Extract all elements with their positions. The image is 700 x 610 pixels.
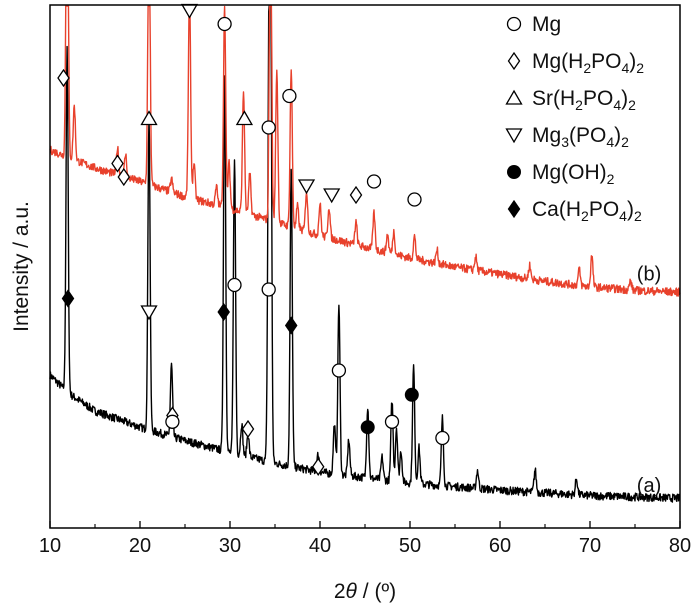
legend: Mg Mg(H2PO4)2 Sr(H2PO4)2 Mg3(PO4)2 Mg(OH)2 Ca… [505,13,644,224]
peak-marker-circle-open [282,88,297,104]
x-tick-label: 70 [579,535,601,557]
peak-marker-diamond-filled [217,302,230,322]
plot-area [50,5,680,528]
legend-label: Mg [532,13,561,36]
peak-marker-circle-open [435,430,450,446]
peak-marker-circle-open [331,363,347,378]
peak-marker-diamond-filled [284,316,298,335]
peak-marker-circle-filled [360,420,375,435]
peak-marker-circle-open [384,414,400,429]
x-axis-title-unit: / (º) [357,580,396,603]
legend-label: Mg(H2PO4)2 [532,50,644,76]
curve-label-a: (a) [637,475,661,497]
axes: 10 20 30 40 50 60 70 80 [39,4,691,557]
x-axis-title-prefix: 2 [334,580,346,603]
curve-label-b: (b) [637,264,661,286]
series-layer: (a) (b) [49,5,681,503]
x-axis-title: 2θ / (º) [334,580,396,603]
series-line-a [49,5,681,503]
peak-marker-triangle-down-open [323,188,341,204]
legend-label: Sr(H2PO4)2 [532,87,636,113]
x-axis-title-variable: θ [346,580,358,603]
legend-symbol-diamond-open [507,51,521,71]
y-axis-title: Intensity / a.u. [10,201,33,332]
legend-label: Mg(OH)2 [532,161,615,187]
plot-background [50,5,680,528]
x-tick-label: 40 [309,535,331,557]
peak-marker-triangle-down-open [297,179,316,195]
peak-marker-diamond-filled [61,289,75,308]
legend-symbol-triangle-down-open [505,128,523,144]
peak-marker-diamond-open [311,457,325,476]
legend-label: Mg3(PO4)2 [532,124,629,150]
x-tick-label: 30 [219,535,241,557]
peak-marker-triangle-down-open [140,305,158,321]
legend-label: Ca(H2PO4)2 [532,198,642,224]
peak-marker-circle-filled [404,387,419,402]
legend-symbol-circle-open [506,16,522,32]
peak-marker-circle-open [366,174,382,189]
peak-marker-circle-open [217,16,232,32]
peak-marker-diamond-open [111,154,124,173]
legend-symbol-diamond-filled [507,199,521,219]
x-tick-label: 10 [39,535,61,557]
peak-marker-circle-open [165,414,180,429]
peak-marker-diamond-open [349,185,363,205]
peak-marker-diamond-open [117,167,131,187]
peak-marker-triangle-up-open [140,110,158,126]
peak-marker-circle-open [261,282,276,297]
legend-symbol-circle-filled [507,165,521,179]
peak-marker-circle-open [227,277,242,293]
x-tick-label: 50 [399,535,421,557]
x-tick-label: 60 [489,535,511,557]
x-tick-label: 80 [669,535,691,557]
peak-marker-triangle-up-open [235,110,254,126]
series-line-b [49,5,681,297]
legend-symbol-triangle-up-open [505,89,523,105]
peak-marker-diamond-open [57,68,70,88]
peak-marker-circle-open [261,120,276,135]
peak-marker-circle-open [407,192,422,207]
peak-marker-diamond-open [241,419,255,439]
x-tick-label: 20 [129,535,151,557]
